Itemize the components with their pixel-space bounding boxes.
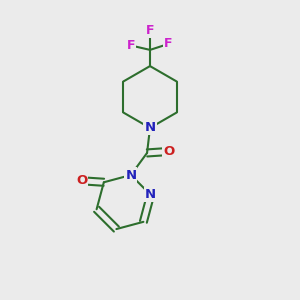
Text: F: F — [146, 24, 154, 37]
Text: F: F — [164, 38, 172, 50]
Text: O: O — [164, 145, 175, 158]
Text: F: F — [127, 39, 135, 52]
Text: O: O — [76, 174, 87, 187]
Text: N: N — [144, 122, 156, 134]
Text: N: N — [125, 169, 136, 182]
Text: N: N — [145, 188, 156, 201]
